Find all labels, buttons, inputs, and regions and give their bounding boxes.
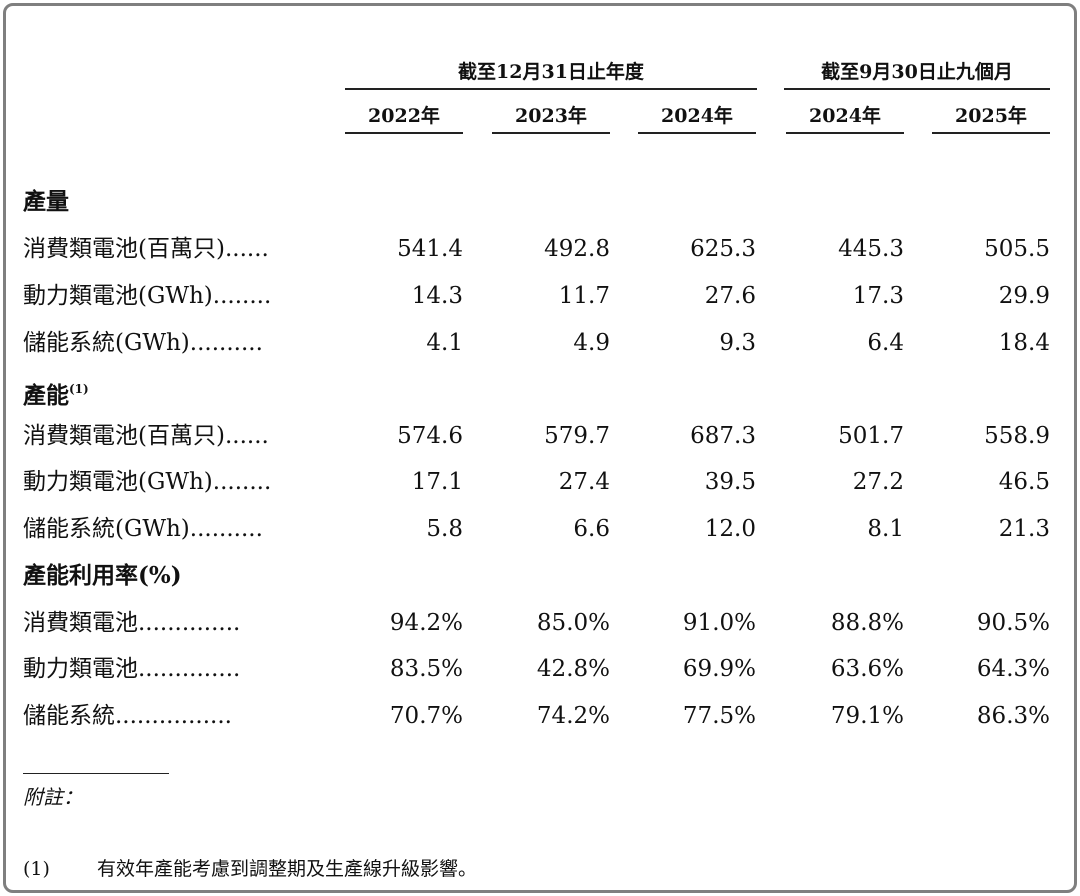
- table-cell: 492.8: [544, 236, 610, 262]
- table-cell: 27.2: [852, 469, 904, 495]
- table-cell: 12.0: [704, 516, 756, 542]
- table-cell: 42.8%: [536, 656, 610, 682]
- table-cell: 83.5%: [389, 656, 463, 682]
- note-number: (1): [23, 858, 50, 880]
- note-text: 有效年產能考慮到調整期及生產線升級影響。: [97, 858, 478, 880]
- table-cell: 79.1%: [830, 703, 904, 729]
- table-cell: 46.5: [998, 469, 1050, 495]
- document-frame: 截至12月31日止年度 截至9月30日止九個月 2022年 2023年 2024…: [3, 3, 1077, 893]
- table-cell: 63.6%: [830, 656, 904, 682]
- footnote-marker: (1): [69, 382, 89, 396]
- table-cell: 6.4: [867, 330, 904, 356]
- table-cell: 17.3: [852, 283, 904, 309]
- table-cell: 86.3%: [976, 703, 1050, 729]
- table-cell: 9.3: [719, 330, 756, 356]
- table-cell: 579.7: [544, 423, 610, 449]
- table-cell: 88.8%: [830, 610, 904, 636]
- row-label: 動力類電池(GWh)........: [23, 283, 272, 309]
- table-cell: 21.3: [998, 516, 1050, 542]
- table-cell: 4.1: [426, 330, 463, 356]
- header-nine-months-group: 截至9月30日止九個月: [784, 60, 1050, 90]
- table-cell: 27.6: [704, 283, 756, 309]
- row-label: 儲能系統(GWh)..........: [23, 330, 263, 356]
- table-cell: 14.3: [411, 283, 463, 309]
- notes-title: 附註：: [23, 785, 83, 809]
- table-cell: 8.1: [867, 516, 904, 542]
- table-cell: 69.9%: [682, 656, 756, 682]
- table-cell: 74.2%: [536, 703, 610, 729]
- header-full-year-group: 截至12月31日止年度: [345, 60, 757, 90]
- table-cell: 94.2%: [389, 610, 463, 636]
- table-cell: 558.9: [984, 423, 1050, 449]
- table-cell: 17.1: [411, 469, 463, 495]
- table-cell: 11.7: [558, 283, 610, 309]
- table-cell: 70.7%: [389, 703, 463, 729]
- table-cell: 6.6: [573, 516, 610, 542]
- table-cell: 445.3: [838, 236, 904, 262]
- row-label: 消費類電池(百萬只)......: [23, 423, 269, 449]
- table-cell: 64.3%: [976, 656, 1050, 682]
- year-header-2025-9m: 2025年: [932, 104, 1050, 134]
- section-title-text: 產量: [23, 188, 69, 215]
- table-cell: 625.3: [690, 236, 756, 262]
- year-header-2023: 2023年: [492, 104, 610, 134]
- table-cell: 18.4: [998, 330, 1050, 356]
- table-cell: 85.0%: [536, 610, 610, 636]
- table-cell: 541.4: [397, 236, 463, 262]
- table-cell: 505.5: [984, 236, 1050, 262]
- table-cell: 29.9: [998, 283, 1050, 309]
- year-header-2022: 2022年: [345, 104, 463, 134]
- section-title-text: 產能: [23, 382, 69, 409]
- table-cell: 574.6: [397, 423, 463, 449]
- row-label: 儲能系統(GWh)..........: [23, 516, 263, 542]
- row-label: 消費類電池(百萬只)......: [23, 236, 269, 262]
- section-title-capacity: 產能(1): [23, 374, 89, 411]
- notes-divider: [23, 773, 169, 774]
- table-cell: 5.8: [426, 516, 463, 542]
- row-label: 動力類電池(GWh)........: [23, 469, 272, 495]
- section-title-text: 產能利用率(%): [23, 562, 182, 589]
- table-cell: 27.4: [558, 469, 610, 495]
- year-header-2024-9m: 2024年: [786, 104, 904, 134]
- section-title-utilization: 產能利用率(%): [23, 561, 182, 591]
- row-label: 儲能系統................: [23, 703, 232, 729]
- table-cell: 501.7: [838, 423, 904, 449]
- table-cell: 77.5%: [682, 703, 756, 729]
- row-label: 動力類電池..............: [23, 656, 241, 682]
- row-label: 消費類電池..............: [23, 610, 241, 636]
- table-cell: 90.5%: [976, 610, 1050, 636]
- table-cell: 4.9: [573, 330, 610, 356]
- table-cell: 39.5: [704, 469, 756, 495]
- table-cell: 91.0%: [682, 610, 756, 636]
- table-cell: 687.3: [690, 423, 756, 449]
- year-header-2024: 2024年: [638, 104, 756, 134]
- section-title-production: 產量: [23, 187, 69, 217]
